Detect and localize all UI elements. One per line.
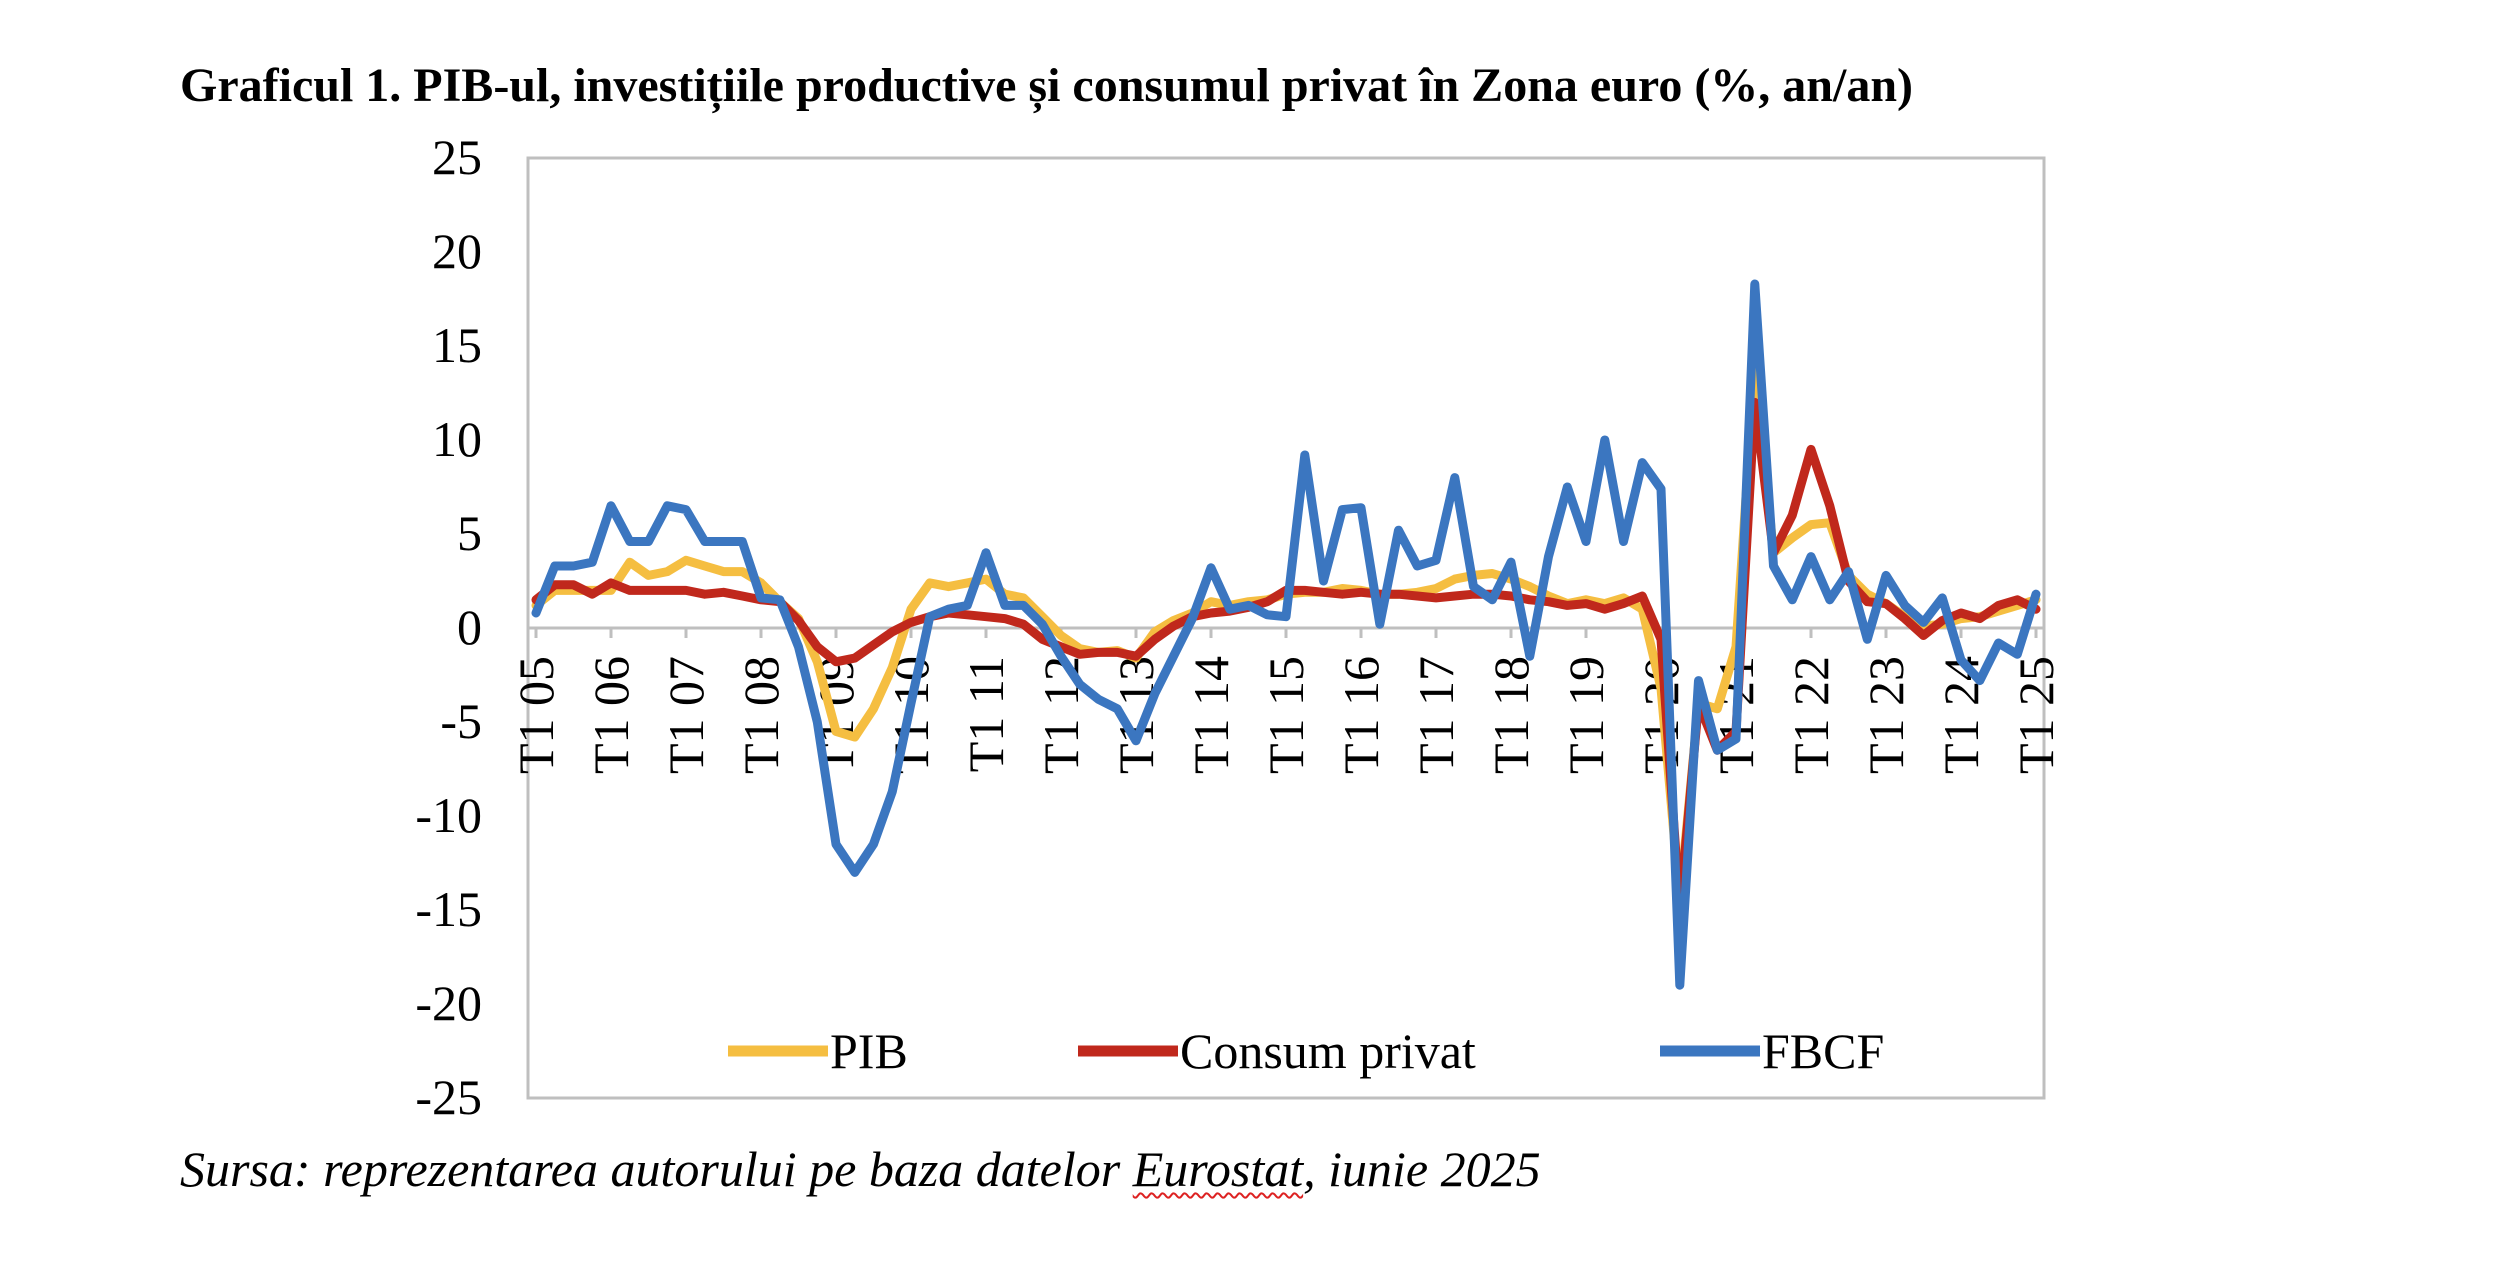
source-suffix: , iunie 2025 xyxy=(1303,1141,1541,1197)
series-lines xyxy=(531,279,2041,990)
y-tick-label: -5 xyxy=(440,693,482,749)
y-tick-label: 5 xyxy=(457,505,482,561)
y-tick-label: 20 xyxy=(432,223,482,279)
y-tick-label: 0 xyxy=(457,599,482,655)
source-prefix: Sursa: reprezentarea autorului pe baza d… xyxy=(180,1141,1133,1197)
x-tick-label: T1 08 xyxy=(733,656,789,774)
x-axis: T1 05 T1 06 T1 07 T1 08 T1 09 T1 10 T1 11 T1 12… xyxy=(508,628,2064,774)
source-underlined: Eurostat xyxy=(1132,1141,1304,1197)
legend-label: PIB xyxy=(830,1023,908,1079)
legend-label: FBCF xyxy=(1762,1023,1884,1079)
y-tick-label: -20 xyxy=(415,975,482,1031)
x-tick-label: T1 25 xyxy=(2008,656,2064,774)
x-tick-label: T1 15 xyxy=(1258,656,1314,774)
x-tick-label: T1 23 xyxy=(1858,656,1914,774)
y-tick-label: -15 xyxy=(415,881,482,937)
x-tick-label: T1 07 xyxy=(658,656,714,774)
x-tick-label: T1 14 xyxy=(1183,656,1239,774)
y-axis: 25 20 15 10 5 0 -5 -10 -15 -20 -25 xyxy=(415,129,482,1125)
x-tick-label: T1 16 xyxy=(1333,656,1389,774)
x-tick-label: T1 17 xyxy=(1408,656,1464,774)
legend: PIB Consum privat FBCF xyxy=(728,1023,1884,1079)
x-tick-label: T1 11 xyxy=(958,656,1014,772)
x-tick-label: T1 18 xyxy=(1483,656,1539,774)
x-tick-label: T1 06 xyxy=(583,656,639,774)
y-tick-label: -10 xyxy=(415,787,482,843)
x-tick-label: T1 05 xyxy=(508,656,564,774)
x-tick-label: T1 22 xyxy=(1783,656,1839,774)
legend-label: Consum privat xyxy=(1180,1023,1476,1079)
x-tick-label: T1 19 xyxy=(1558,656,1614,774)
chart-title: Graficul 1. PIB-ul, investițiile product… xyxy=(180,59,1914,112)
series-line-fbcf xyxy=(531,279,2041,990)
source-note: Sursa: reprezentarea autorului pe baza d… xyxy=(180,1140,1541,1198)
y-tick-label: 10 xyxy=(432,411,482,467)
x-tick-label: T1 12 xyxy=(1033,656,1089,774)
y-tick-label: 15 xyxy=(432,317,482,373)
y-tick-label: -25 xyxy=(415,1069,482,1125)
y-tick-label: 25 xyxy=(432,129,482,185)
